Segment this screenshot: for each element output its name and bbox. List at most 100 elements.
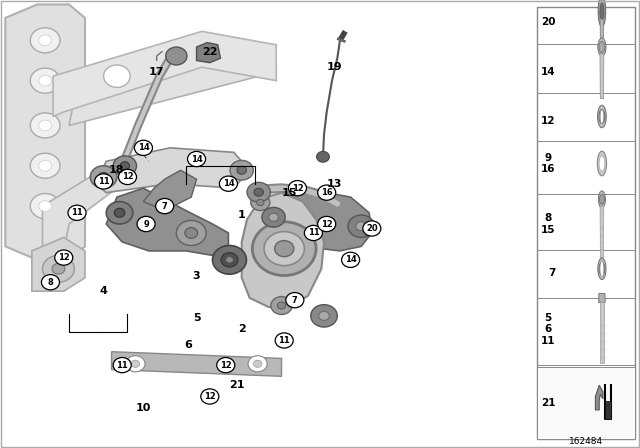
Circle shape bbox=[42, 255, 74, 282]
Polygon shape bbox=[53, 31, 276, 116]
Circle shape bbox=[277, 302, 286, 309]
Text: 12: 12 bbox=[58, 253, 70, 262]
Circle shape bbox=[39, 120, 52, 131]
Text: 11: 11 bbox=[98, 177, 109, 186]
Ellipse shape bbox=[598, 191, 605, 208]
Polygon shape bbox=[106, 188, 228, 255]
Text: 21: 21 bbox=[541, 398, 555, 408]
Circle shape bbox=[230, 160, 253, 180]
FancyBboxPatch shape bbox=[536, 7, 634, 439]
Circle shape bbox=[264, 232, 305, 266]
Text: 14: 14 bbox=[223, 179, 234, 188]
Text: 5: 5 bbox=[193, 313, 200, 323]
Text: 12: 12 bbox=[292, 184, 303, 193]
Text: 14: 14 bbox=[191, 155, 202, 164]
Polygon shape bbox=[42, 170, 117, 251]
Circle shape bbox=[156, 198, 173, 214]
Circle shape bbox=[90, 166, 117, 188]
Ellipse shape bbox=[598, 38, 606, 56]
Circle shape bbox=[271, 297, 292, 314]
Circle shape bbox=[134, 140, 152, 155]
Circle shape bbox=[600, 109, 604, 124]
Text: 7: 7 bbox=[162, 202, 168, 211]
Circle shape bbox=[289, 181, 307, 196]
Circle shape bbox=[317, 151, 330, 162]
Circle shape bbox=[126, 356, 145, 372]
Text: 14: 14 bbox=[541, 67, 555, 77]
Circle shape bbox=[356, 222, 367, 231]
Text: 12: 12 bbox=[220, 361, 232, 370]
Text: 17: 17 bbox=[149, 67, 164, 77]
Text: 18: 18 bbox=[109, 165, 125, 175]
Circle shape bbox=[113, 156, 136, 176]
Circle shape bbox=[342, 252, 360, 267]
Text: 1: 1 bbox=[238, 210, 246, 220]
Circle shape bbox=[68, 205, 86, 220]
Text: 12: 12 bbox=[122, 172, 133, 181]
Text: 11: 11 bbox=[278, 336, 290, 345]
Circle shape bbox=[212, 246, 246, 274]
Circle shape bbox=[113, 358, 131, 373]
Text: 20: 20 bbox=[366, 224, 378, 233]
Ellipse shape bbox=[598, 105, 606, 128]
Text: 3: 3 bbox=[193, 271, 200, 280]
Circle shape bbox=[177, 220, 206, 246]
Circle shape bbox=[262, 207, 285, 227]
Text: 21: 21 bbox=[228, 380, 244, 390]
Circle shape bbox=[137, 216, 155, 232]
Circle shape bbox=[286, 293, 304, 308]
Text: 9: 9 bbox=[143, 220, 149, 228]
Polygon shape bbox=[598, 293, 605, 302]
Circle shape bbox=[95, 174, 113, 189]
Text: 20: 20 bbox=[541, 17, 555, 27]
Polygon shape bbox=[600, 11, 604, 38]
Circle shape bbox=[201, 389, 219, 404]
Circle shape bbox=[120, 162, 130, 170]
Text: 11: 11 bbox=[308, 228, 319, 237]
Text: 14: 14 bbox=[138, 143, 149, 152]
Text: 10: 10 bbox=[136, 403, 151, 413]
Circle shape bbox=[319, 311, 330, 320]
Text: 8: 8 bbox=[47, 278, 53, 287]
Text: 7: 7 bbox=[292, 296, 298, 305]
Ellipse shape bbox=[598, 258, 606, 280]
Circle shape bbox=[248, 356, 267, 372]
Polygon shape bbox=[600, 302, 604, 363]
Circle shape bbox=[311, 305, 337, 327]
Circle shape bbox=[254, 188, 264, 196]
Text: 5
6
11: 5 6 11 bbox=[541, 313, 555, 346]
Circle shape bbox=[42, 275, 60, 290]
Circle shape bbox=[275, 241, 294, 257]
Circle shape bbox=[363, 221, 381, 236]
Circle shape bbox=[30, 194, 60, 219]
Polygon shape bbox=[242, 193, 324, 309]
Circle shape bbox=[600, 261, 604, 277]
Circle shape bbox=[226, 257, 233, 263]
Text: 8
15: 8 15 bbox=[541, 213, 555, 235]
Text: 9
16: 9 16 bbox=[541, 153, 555, 174]
Ellipse shape bbox=[599, 262, 605, 276]
Polygon shape bbox=[32, 237, 85, 291]
Circle shape bbox=[600, 3, 604, 19]
Ellipse shape bbox=[599, 41, 605, 53]
Text: 11: 11 bbox=[71, 208, 83, 217]
Circle shape bbox=[54, 250, 73, 265]
Text: 162484: 162484 bbox=[568, 437, 603, 446]
Circle shape bbox=[188, 151, 205, 167]
Circle shape bbox=[305, 225, 323, 241]
Ellipse shape bbox=[599, 109, 605, 124]
Text: 7: 7 bbox=[548, 268, 555, 278]
Ellipse shape bbox=[600, 194, 604, 204]
Text: 2: 2 bbox=[238, 324, 246, 334]
Polygon shape bbox=[111, 352, 282, 376]
Circle shape bbox=[185, 228, 198, 238]
Polygon shape bbox=[268, 188, 372, 251]
Circle shape bbox=[317, 185, 336, 200]
Text: 6: 6 bbox=[184, 340, 193, 350]
Circle shape bbox=[118, 169, 136, 185]
Text: 13: 13 bbox=[327, 179, 342, 189]
Circle shape bbox=[39, 35, 52, 46]
Circle shape bbox=[30, 113, 60, 138]
Polygon shape bbox=[69, 45, 276, 125]
Circle shape bbox=[52, 263, 65, 274]
